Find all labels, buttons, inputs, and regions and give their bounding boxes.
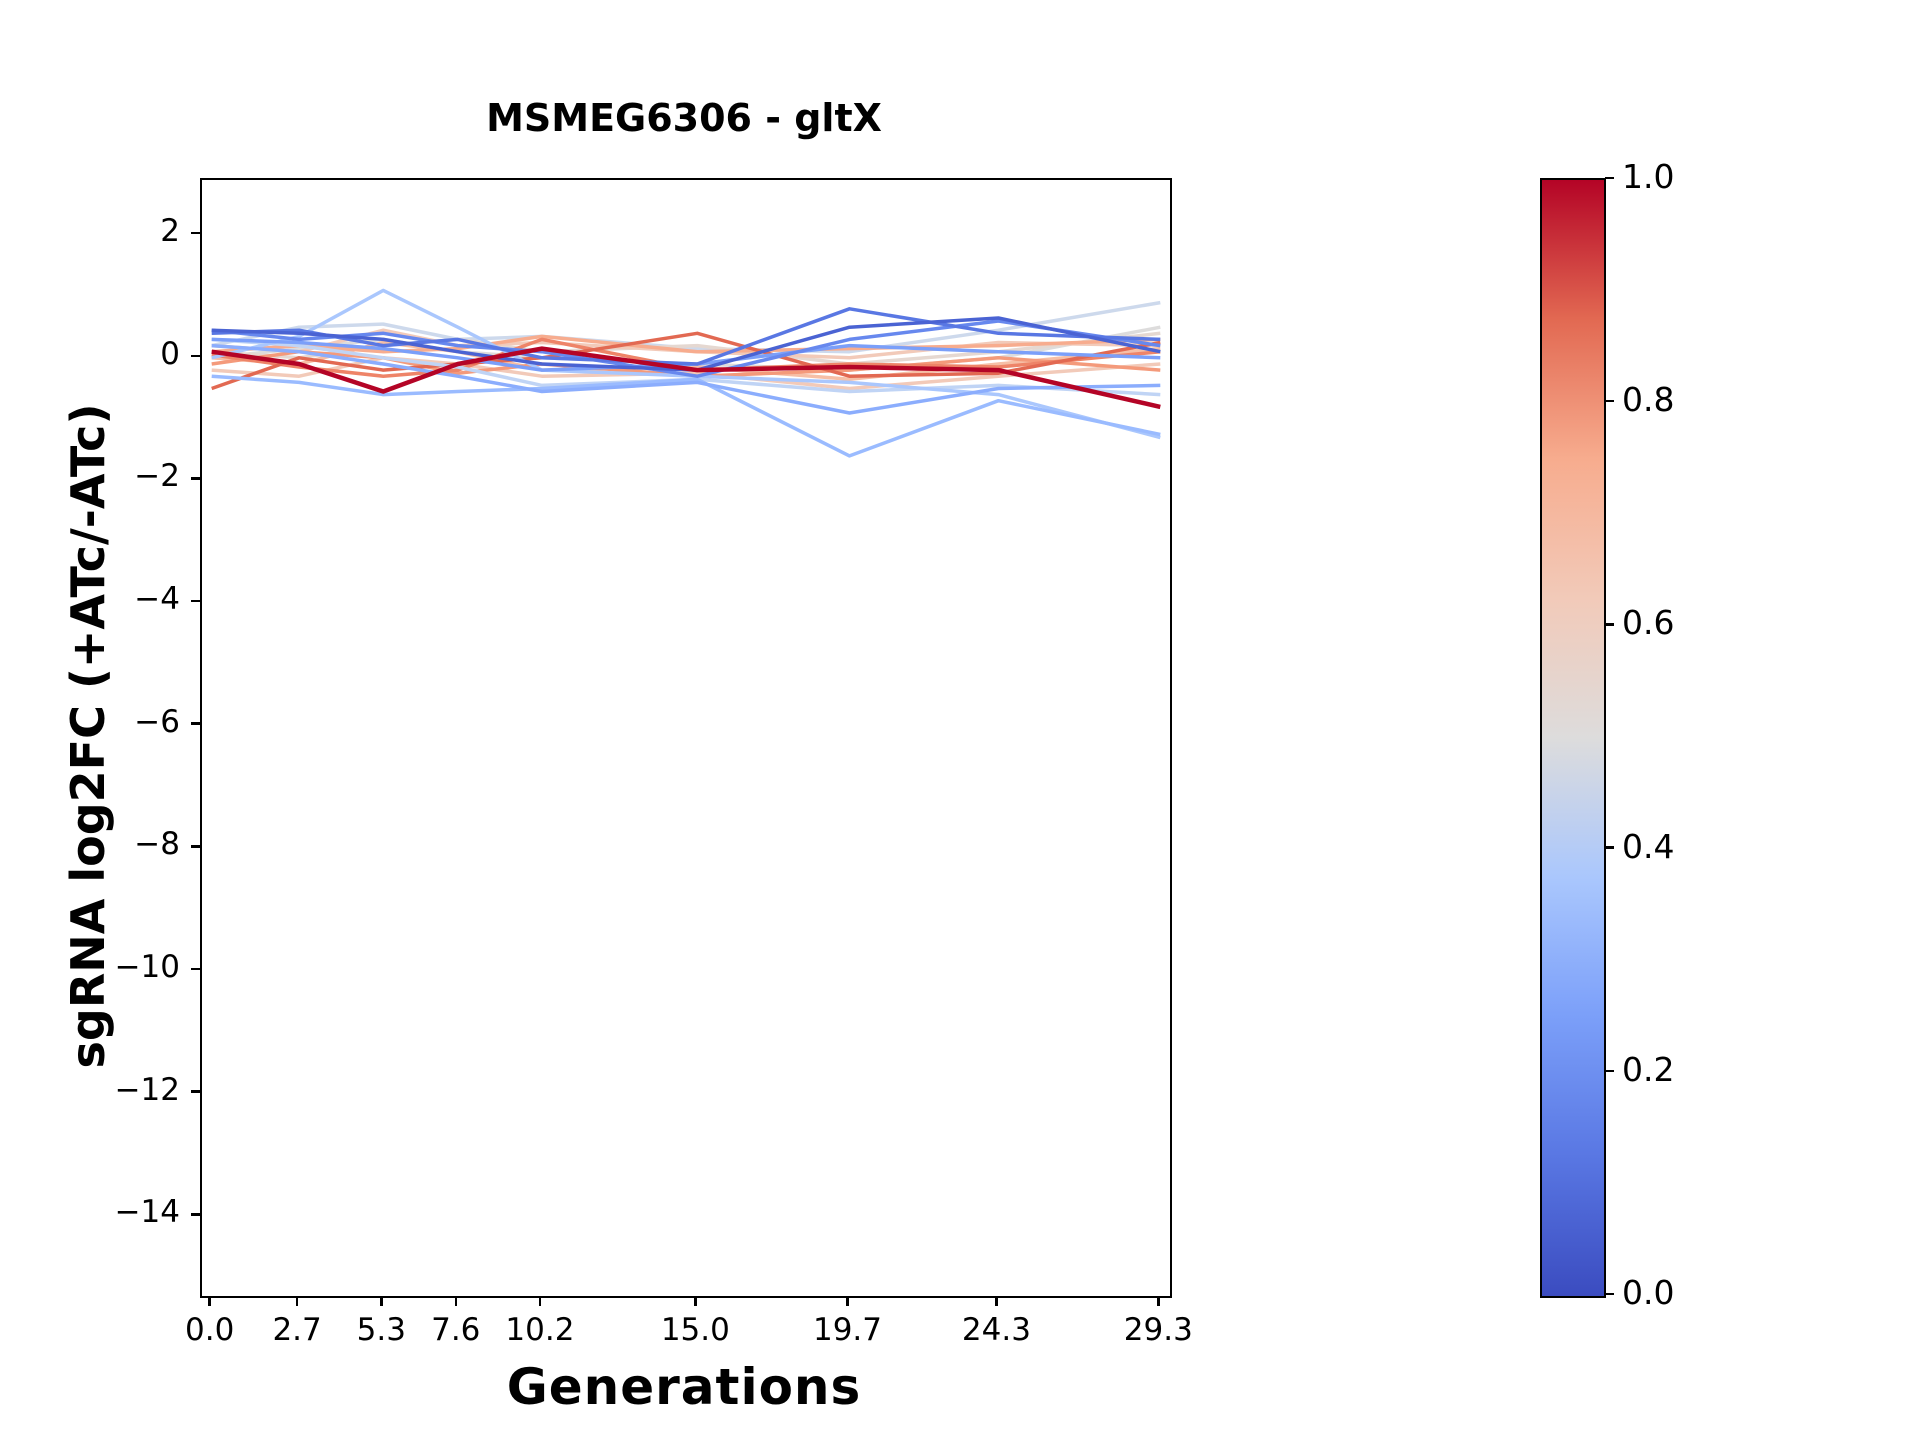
series-line (211, 374, 1161, 458)
series-line (211, 337, 1161, 397)
x-axis-label: Generations (506, 1358, 862, 1416)
colorbar-tick-label: 0.8 (1622, 380, 1675, 420)
x-tick-mark (208, 1296, 211, 1306)
x-tick-label: 5.3 (356, 1312, 406, 1348)
y-tick-label: −12 (114, 1071, 180, 1108)
x-tick-mark (846, 1296, 849, 1306)
y-tick-mark (191, 477, 200, 480)
y-tick-label: 2 (160, 213, 180, 250)
colorbar-tick-mark (1604, 623, 1614, 626)
y-tick-mark (191, 845, 200, 848)
colorbar-tick-mark (1604, 846, 1614, 849)
colorbar-tick-mark (1604, 1069, 1614, 1073)
x-tick-mark (295, 1296, 299, 1306)
x-tick-mark (454, 1296, 457, 1306)
series-line (211, 334, 1161, 354)
colorbar-tick-label: 0.6 (1622, 603, 1675, 643)
y-tick-mark (191, 231, 200, 235)
y-tick-mark (191, 1213, 200, 1216)
chart-title: MSMEG6306 - gltX (486, 96, 882, 140)
colorbar-tick-label: 1.0 (1622, 157, 1675, 196)
series-line (211, 343, 1161, 415)
colorbar-tick-mark (1604, 399, 1614, 403)
y-tick-mark (191, 722, 200, 725)
y-tick-label: −14 (114, 1194, 180, 1231)
x-tick-label: 2.7 (272, 1312, 322, 1348)
x-tick-label: 0.0 (185, 1312, 235, 1348)
y-tick-mark (191, 599, 200, 603)
colorbar-tick-mark (1604, 176, 1614, 180)
y-tick-label: −6 (134, 703, 180, 740)
x-tick-mark (995, 1296, 998, 1306)
series-line (211, 337, 1161, 378)
y-tick-label: 0 (160, 335, 180, 372)
colorbar (1540, 178, 1606, 1298)
y-tick-mark (191, 967, 200, 971)
series-line (211, 316, 1161, 372)
colorbar-tick-mark (1604, 1292, 1614, 1296)
x-tick-label: 7.6 (431, 1312, 481, 1348)
x-tick-mark (380, 1296, 383, 1306)
colorbar-tick-label: 0.0 (1622, 1273, 1675, 1312)
x-tick-label: 29.3 (1123, 1312, 1193, 1348)
y-tick-mark (191, 1090, 200, 1093)
x-tick-label: 15.0 (660, 1312, 730, 1348)
colorbar-tick-label: 0.2 (1622, 1049, 1675, 1089)
x-tick-label: 10.2 (505, 1312, 575, 1348)
x-tick-mark (694, 1296, 697, 1306)
series-line (211, 319, 1161, 378)
series-line (211, 346, 1161, 410)
y-tick-mark (191, 354, 200, 358)
y-tick-label: −8 (134, 826, 180, 863)
x-tick-label: 19.7 (812, 1312, 882, 1348)
x-tick-mark (538, 1296, 542, 1306)
plot-area (200, 178, 1172, 1298)
x-tick-label: 24.3 (961, 1312, 1031, 1348)
y-tick-label: −4 (134, 581, 180, 618)
series-lines (211, 288, 1161, 458)
y-tick-label: −10 (114, 949, 180, 985)
series-line (211, 337, 1161, 372)
y-tick-label: −2 (134, 458, 180, 495)
colorbar-tick-label: 0.4 (1622, 826, 1675, 866)
x-tick-mark (1157, 1296, 1160, 1306)
